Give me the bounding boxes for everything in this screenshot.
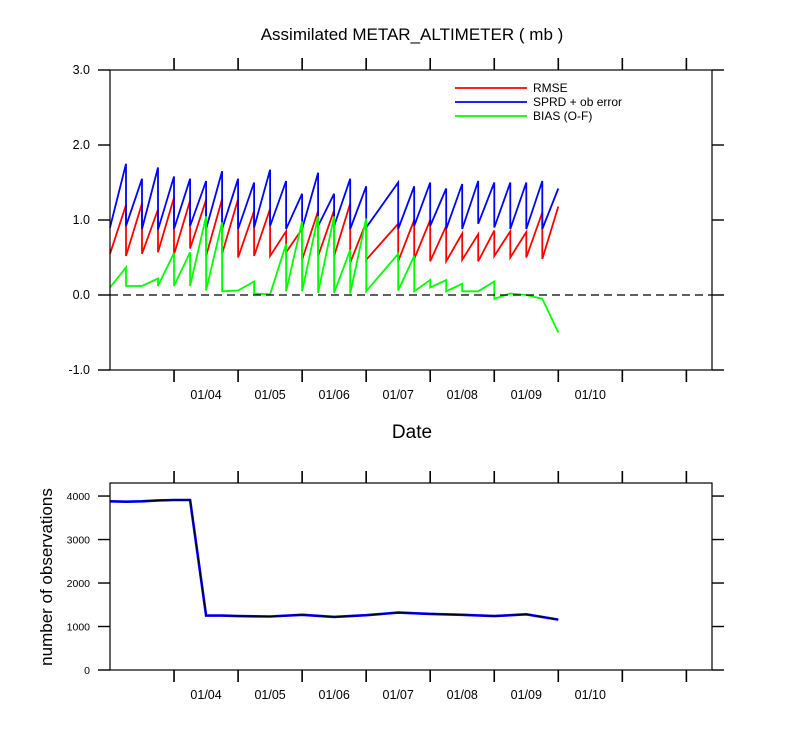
rmse-series-group (109, 163, 560, 333)
obs-plot-frame (109, 482, 713, 671)
observations-line-overlay (109, 499, 559, 621)
legend-label: BIAS (O-F) (533, 109, 592, 123)
obs-x-tick-label: 01/07 (383, 688, 414, 702)
rmse-x-tick-label: 01/10 (575, 388, 606, 402)
rmse-y-tick-label: 1.0 (73, 213, 90, 227)
legend-label: SPRD + ob error (533, 95, 622, 109)
rmse-y-tick-label: -1.0 (68, 363, 90, 377)
rmse-panel: Assimilated METAR_ALTIMETER ( mb ) 01/04… (68, 25, 724, 443)
obs-y-tick-label: 4000 (67, 491, 91, 503)
chart-title: Assimilated METAR_ALTIMETER ( mb ) (261, 25, 564, 44)
observations-line (109, 498, 559, 621)
rmse-x-tick-label: 01/06 (319, 388, 350, 402)
obs-y-tick-label: 0 (84, 665, 90, 677)
rmse-x-tick-label: 01/04 (190, 388, 221, 402)
obs-y-tick-label: 1000 (67, 622, 91, 634)
obs-x-tick-label: 01/05 (254, 688, 285, 702)
rmse-x-tick-label: 01/09 (511, 388, 542, 402)
rmse-x-tick-label: 01/08 (447, 388, 478, 402)
obs-x-tick-label: 01/09 (511, 688, 542, 702)
observations-axes: 01/04 01/05 01/06 01/07 01/08 01/09 01/10 0 1000… (67, 471, 724, 702)
obs-y-tick-label: 2000 (67, 578, 91, 590)
rmse-y-tick-label: 3.0 (73, 63, 90, 77)
obs-x-tick-label: 01/10 (575, 688, 606, 702)
series-line-bias (109, 216, 560, 333)
rmse-y-tick-label: 0.0 (73, 288, 90, 302)
series-line-sprd (109, 163, 560, 231)
obs-x-tick-label: 01/04 (190, 688, 221, 702)
observations-panel: 01/04 01/05 01/06 01/07 01/08 01/09 01/10 0 1000… (37, 471, 724, 702)
rmse-y-tick-label: 2.0 (73, 138, 90, 152)
rmse-axes: 01/04 01/05 01/06 01/07 01/08 01/09 01/10 -1.0 0… (68, 58, 724, 402)
rmse-x-tick-label: 01/07 (383, 388, 414, 402)
observations-series-group (109, 498, 559, 621)
x-axis-label: Date (392, 422, 432, 443)
obs-x-tick-label: 01/06 (319, 688, 350, 702)
y-axis-label: number of observations (37, 488, 56, 666)
series-line-rmse (109, 197, 560, 265)
obs-y-tick-label: 3000 (67, 535, 91, 547)
rmse-x-tick-label: 01/05 (254, 388, 285, 402)
obs-x-tick-label: 01/08 (447, 688, 478, 702)
legend-label: RMSE (533, 81, 568, 95)
